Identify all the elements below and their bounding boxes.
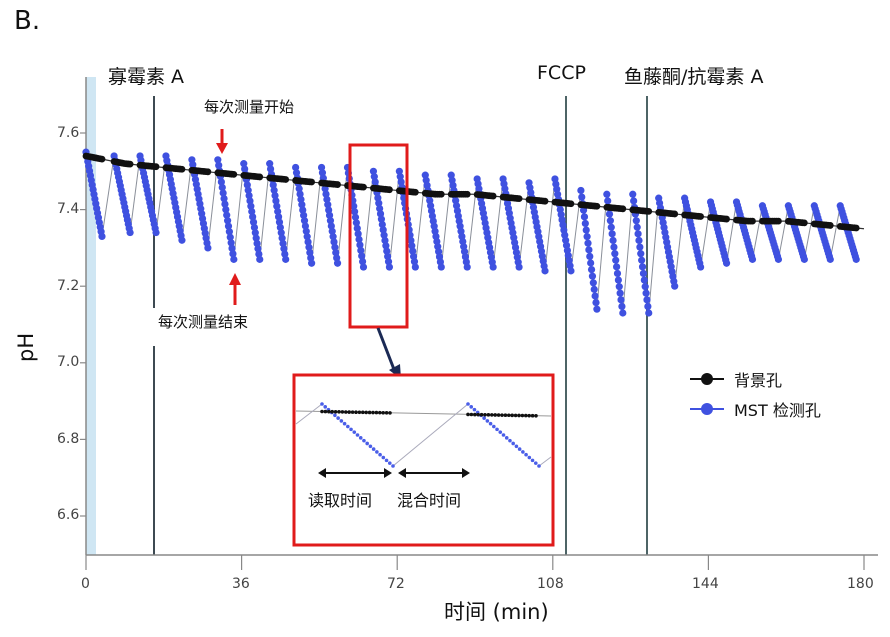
rotenone-antimycin-label: 鱼藤酮/抗霉素 A	[624, 66, 764, 88]
x-tick-label: 72	[387, 576, 405, 592]
inset-box	[292, 373, 555, 547]
highlight-box	[348, 143, 409, 329]
x-tick-label: 108	[537, 576, 564, 592]
blue-dot-line-icon	[690, 402, 724, 416]
measure-end-label: 每次测量结束	[158, 313, 249, 331]
x-tick-label: 180	[847, 576, 874, 592]
legend: 背景孔 MST 检测孔	[690, 364, 821, 424]
legend-item-background: 背景孔	[690, 364, 821, 394]
legend-item-mst: MST 检测孔	[690, 394, 821, 424]
measure-start-arrow	[216, 129, 228, 154]
y-tick-label: 7.2	[57, 278, 80, 294]
y-tick-label: 7.0	[57, 354, 80, 370]
y-tick-label: 6.8	[57, 431, 80, 447]
fccp-label: FCCP	[537, 62, 586, 84]
injection-band	[86, 77, 96, 555]
black-dot-line-icon	[690, 372, 724, 386]
x-tick-label: 0	[81, 576, 90, 592]
x-tick-label: 36	[232, 576, 250, 592]
measure-start-label: 每次测量开始	[204, 98, 295, 116]
y-tick-label: 6.6	[57, 507, 80, 523]
x-tick-label: 144	[692, 576, 719, 592]
panel-label: B.	[14, 6, 41, 36]
read-time-label: 读取时间	[308, 491, 373, 510]
measure-end-arrow	[229, 273, 241, 305]
y-tick-label: 7.4	[57, 201, 80, 217]
y-ticks	[80, 132, 86, 517]
oligomycin-label: 寡霉素 A	[108, 66, 185, 88]
y-axis-title: pH	[14, 332, 38, 362]
inset-pointer-arrow	[376, 327, 397, 373]
x-ticks	[85, 555, 865, 570]
y-tick-label: 7.6	[57, 125, 80, 141]
mix-time-label: 混合时间	[397, 491, 462, 510]
x-axis-title: 时间 (min)	[444, 600, 549, 624]
inset-zoom	[295, 402, 552, 478]
